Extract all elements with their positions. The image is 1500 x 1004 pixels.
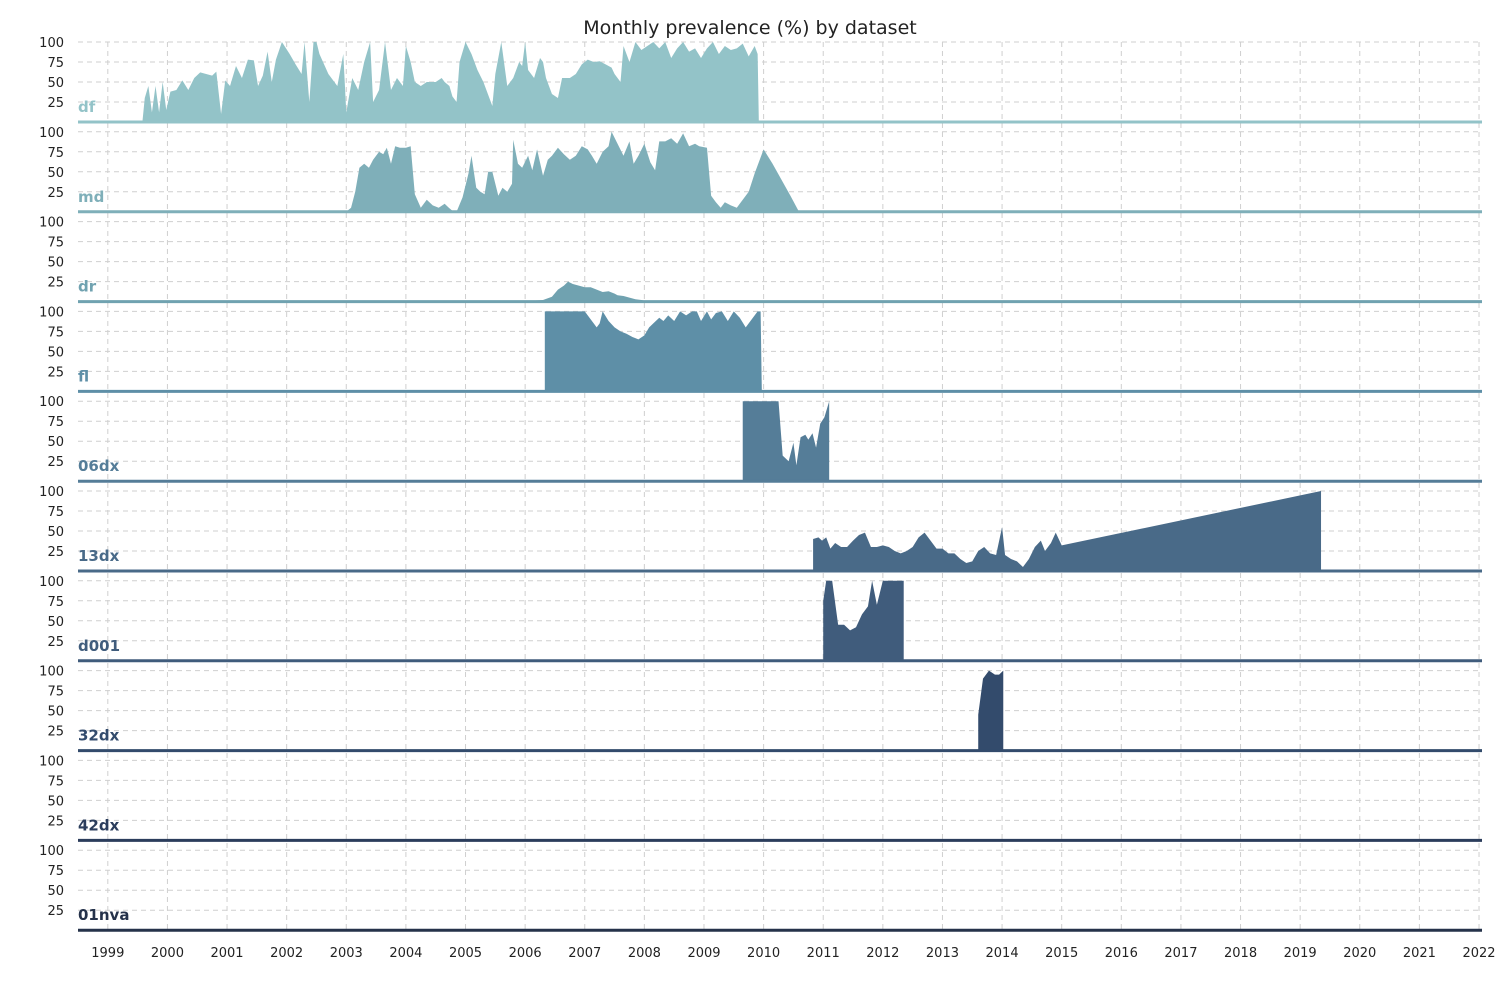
x-tick-label: 2005 bbox=[449, 946, 482, 961]
area-fl bbox=[544, 311, 762, 392]
y-tick-label: 50 bbox=[47, 345, 64, 360]
y-tick-label: 100 bbox=[39, 754, 64, 769]
series-label-md: md bbox=[78, 188, 104, 206]
y-tick-labels: 25 50 75 100 25 50 75 100 25 50 75 100 25 50 75 100 25 50… bbox=[39, 36, 64, 919]
x-tick-label: 2021 bbox=[1403, 946, 1436, 961]
x-tick-label: 2004 bbox=[389, 946, 422, 961]
y-tick-label: 50 bbox=[47, 76, 64, 91]
area-df bbox=[142, 42, 759, 122]
x-tick-label: 2012 bbox=[866, 946, 899, 961]
y-tick-label: 25 bbox=[47, 545, 64, 560]
series-label-fl: fl bbox=[78, 367, 89, 385]
area-d001 bbox=[823, 580, 904, 661]
y-tick-label: 75 bbox=[47, 774, 64, 789]
y-tick-label: 25 bbox=[47, 635, 64, 650]
y-tick-label: 25 bbox=[47, 186, 64, 201]
y-tick-label: 25 bbox=[47, 96, 64, 111]
x-tick-label: 2000 bbox=[151, 946, 184, 961]
y-tick-label: 100 bbox=[39, 665, 64, 680]
chart-title: Monthly prevalence (%) by dataset bbox=[583, 17, 916, 39]
y-tick-label: 50 bbox=[47, 166, 64, 181]
y-tick-label: 75 bbox=[47, 236, 64, 251]
y-tick-label: 75 bbox=[47, 864, 64, 879]
series-label-42dx: 42dx bbox=[78, 816, 120, 834]
y-tick-label: 50 bbox=[47, 435, 64, 450]
y-tick-label: 100 bbox=[39, 395, 64, 410]
x-tick-label: 2009 bbox=[687, 946, 720, 961]
x-tick-label: 2019 bbox=[1284, 946, 1317, 961]
x-tick-label: 2006 bbox=[509, 946, 542, 961]
series-label-13dx: 13dx bbox=[78, 547, 120, 565]
x-tick-label: 2022 bbox=[1462, 946, 1495, 961]
area-layer bbox=[142, 42, 1322, 751]
y-tick-label: 25 bbox=[47, 814, 64, 829]
x-tick-label: 2018 bbox=[1224, 946, 1257, 961]
y-tick-label: 50 bbox=[47, 256, 64, 271]
y-tick-label: 25 bbox=[47, 725, 64, 740]
grid-layer bbox=[78, 41, 1482, 931]
y-tick-label: 75 bbox=[47, 595, 64, 610]
series-label-d001: d001 bbox=[78, 637, 120, 655]
series-label-32dx: 32dx bbox=[78, 727, 120, 745]
y-tick-label: 25 bbox=[47, 365, 64, 380]
x-tick-label: 2016 bbox=[1105, 946, 1138, 961]
x-tick-label: 2008 bbox=[628, 946, 661, 961]
area-dr bbox=[501, 281, 657, 302]
y-tick-label: 100 bbox=[39, 485, 64, 500]
y-tick-label: 75 bbox=[47, 415, 64, 430]
series-label-dr: dr bbox=[78, 278, 97, 296]
x-tick-label: 2017 bbox=[1164, 946, 1197, 961]
x-tick-label: 2011 bbox=[807, 946, 840, 961]
series-label-df: df bbox=[78, 98, 96, 116]
x-tick-label: 2001 bbox=[210, 946, 243, 961]
y-tick-label: 50 bbox=[47, 705, 64, 720]
x-tick-label: 1999 bbox=[91, 946, 124, 961]
y-tick-label: 75 bbox=[47, 325, 64, 340]
y-tick-label: 75 bbox=[47, 56, 64, 71]
y-tick-label: 75 bbox=[47, 685, 64, 700]
y-tick-label: 25 bbox=[47, 455, 64, 470]
area-06dx bbox=[742, 401, 830, 482]
y-tick-label: 75 bbox=[47, 505, 64, 520]
x-tick-label: 2010 bbox=[747, 946, 780, 961]
area-32dx bbox=[978, 670, 1004, 751]
x-tick-label: 2013 bbox=[926, 946, 959, 961]
y-tick-label: 25 bbox=[47, 276, 64, 291]
y-tick-label: 75 bbox=[47, 146, 64, 161]
baseline-layer bbox=[78, 120, 1482, 932]
area-13dx bbox=[813, 491, 1322, 571]
y-tick-label: 50 bbox=[47, 884, 64, 899]
x-tick-label: 2015 bbox=[1045, 946, 1078, 961]
x-tick-labels: 1999 2000 2001 2002 2003 2004 2005 2006 2007 2008… bbox=[91, 946, 1495, 961]
x-tick-label: 2002 bbox=[270, 946, 303, 961]
x-tick-label: 2007 bbox=[568, 946, 601, 961]
series-label-06dx: 06dx bbox=[78, 457, 120, 475]
x-tick-label: 2003 bbox=[330, 946, 363, 961]
y-tick-label: 100 bbox=[39, 844, 64, 859]
y-tick-label: 100 bbox=[39, 575, 64, 590]
y-tick-label: 50 bbox=[47, 525, 64, 540]
y-tick-label: 100 bbox=[39, 126, 64, 141]
series-label-01nva: 01nva bbox=[78, 906, 129, 924]
area-md bbox=[346, 131, 800, 212]
y-tick-label: 25 bbox=[47, 904, 64, 919]
label-layer: df md dr fl 06dx 13dx d001 32dx 42dx 01nva bbox=[78, 98, 129, 924]
y-tick-label: 100 bbox=[39, 305, 64, 320]
x-tick-label: 2014 bbox=[986, 946, 1019, 961]
y-tick-label: 100 bbox=[39, 216, 64, 231]
y-tick-label: 50 bbox=[47, 794, 64, 809]
y-tick-label: 50 bbox=[47, 615, 64, 630]
y-tick-label: 100 bbox=[39, 36, 64, 51]
x-tick-label: 2020 bbox=[1343, 946, 1376, 961]
